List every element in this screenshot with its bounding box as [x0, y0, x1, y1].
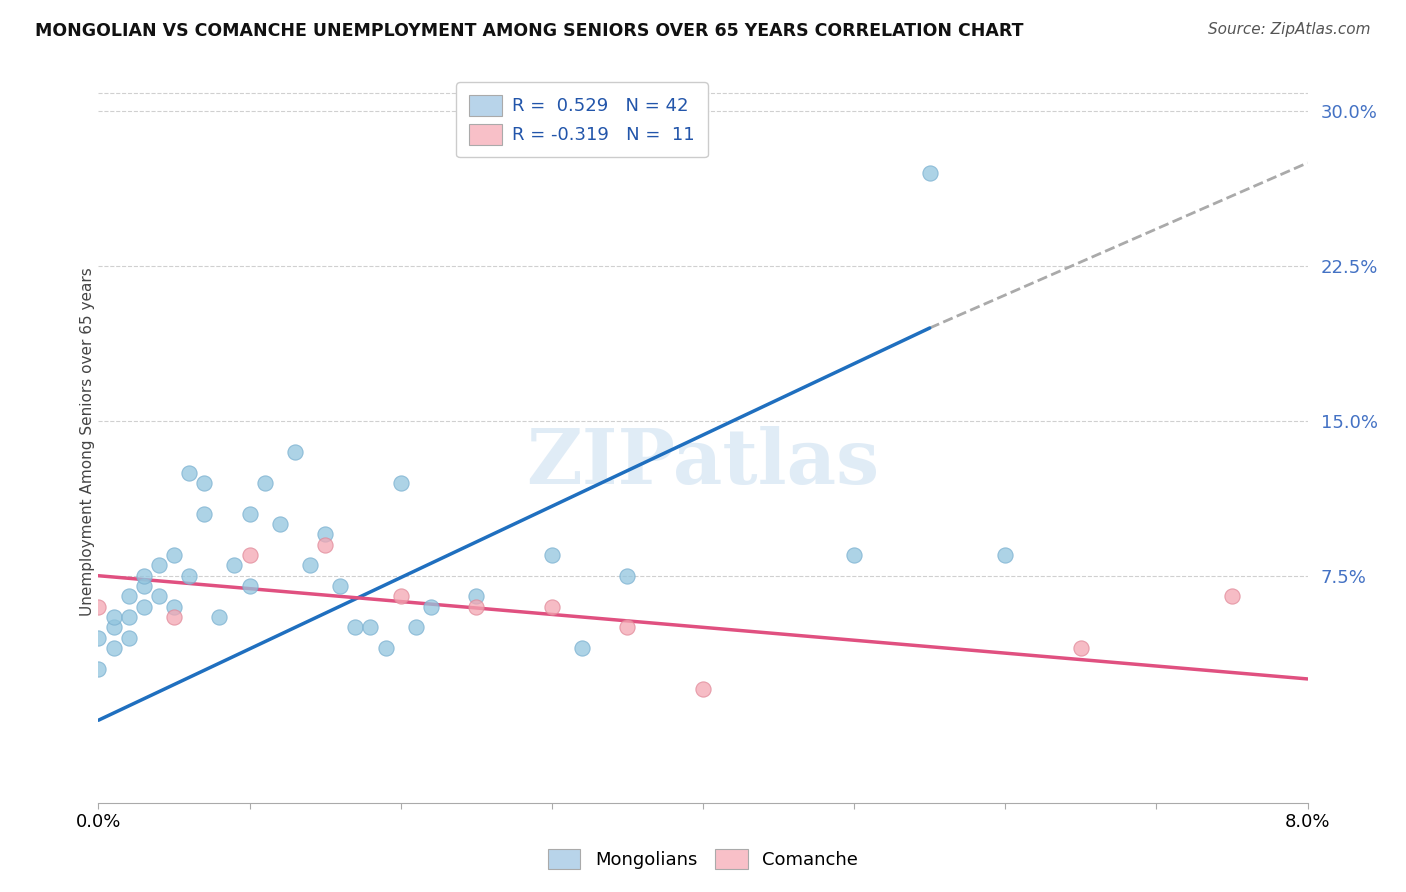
Point	[103, 620, 125, 634]
Point	[148, 590, 170, 604]
Point	[299, 558, 322, 573]
Point	[132, 599, 155, 614]
Point	[103, 610, 125, 624]
Point	[540, 599, 562, 614]
Point	[179, 466, 201, 480]
Point	[118, 590, 141, 604]
Text: ZIPatlas: ZIPatlas	[526, 426, 880, 500]
Y-axis label: Unemployment Among Seniors over 65 years: Unemployment Among Seniors over 65 years	[80, 268, 94, 615]
Point	[389, 475, 412, 490]
Point	[918, 166, 941, 180]
Point	[540, 548, 562, 562]
Point	[616, 620, 638, 634]
Legend: R =  0.529   N = 42, R = -0.319   N =  11: R = 0.529 N = 42, R = -0.319 N = 11	[457, 82, 707, 157]
Point	[193, 507, 215, 521]
Point	[132, 579, 155, 593]
Point	[405, 620, 427, 634]
Point	[329, 579, 352, 593]
Point	[571, 640, 593, 655]
Point	[994, 548, 1017, 562]
Point	[374, 640, 396, 655]
Point	[389, 590, 412, 604]
Point	[1070, 640, 1092, 655]
Point	[208, 610, 231, 624]
Point	[87, 631, 110, 645]
Point	[118, 631, 141, 645]
Point	[314, 527, 336, 541]
Point	[239, 579, 262, 593]
Point	[148, 558, 170, 573]
Point	[239, 548, 262, 562]
Point	[179, 568, 201, 582]
Point	[239, 507, 262, 521]
Point	[193, 475, 215, 490]
Point	[844, 548, 866, 562]
Point	[1220, 590, 1243, 604]
Point	[132, 568, 155, 582]
Point	[692, 682, 714, 697]
Point	[118, 610, 141, 624]
Point	[103, 640, 125, 655]
Legend: Mongolians, Comanche: Mongolians, Comanche	[538, 839, 868, 879]
Point	[87, 599, 110, 614]
Point	[360, 620, 382, 634]
Point	[344, 620, 367, 634]
Point	[616, 568, 638, 582]
Point	[465, 590, 488, 604]
Text: Source: ZipAtlas.com: Source: ZipAtlas.com	[1208, 22, 1371, 37]
Point	[314, 538, 336, 552]
Point	[253, 475, 276, 490]
Point	[465, 599, 488, 614]
Point	[269, 517, 291, 532]
Point	[284, 445, 307, 459]
Point	[420, 599, 443, 614]
Point	[87, 662, 110, 676]
Text: MONGOLIAN VS COMANCHE UNEMPLOYMENT AMONG SENIORS OVER 65 YEARS CORRELATION CHART: MONGOLIAN VS COMANCHE UNEMPLOYMENT AMONG…	[35, 22, 1024, 40]
Point	[163, 599, 186, 614]
Point	[163, 548, 186, 562]
Point	[163, 610, 186, 624]
Point	[224, 558, 246, 573]
